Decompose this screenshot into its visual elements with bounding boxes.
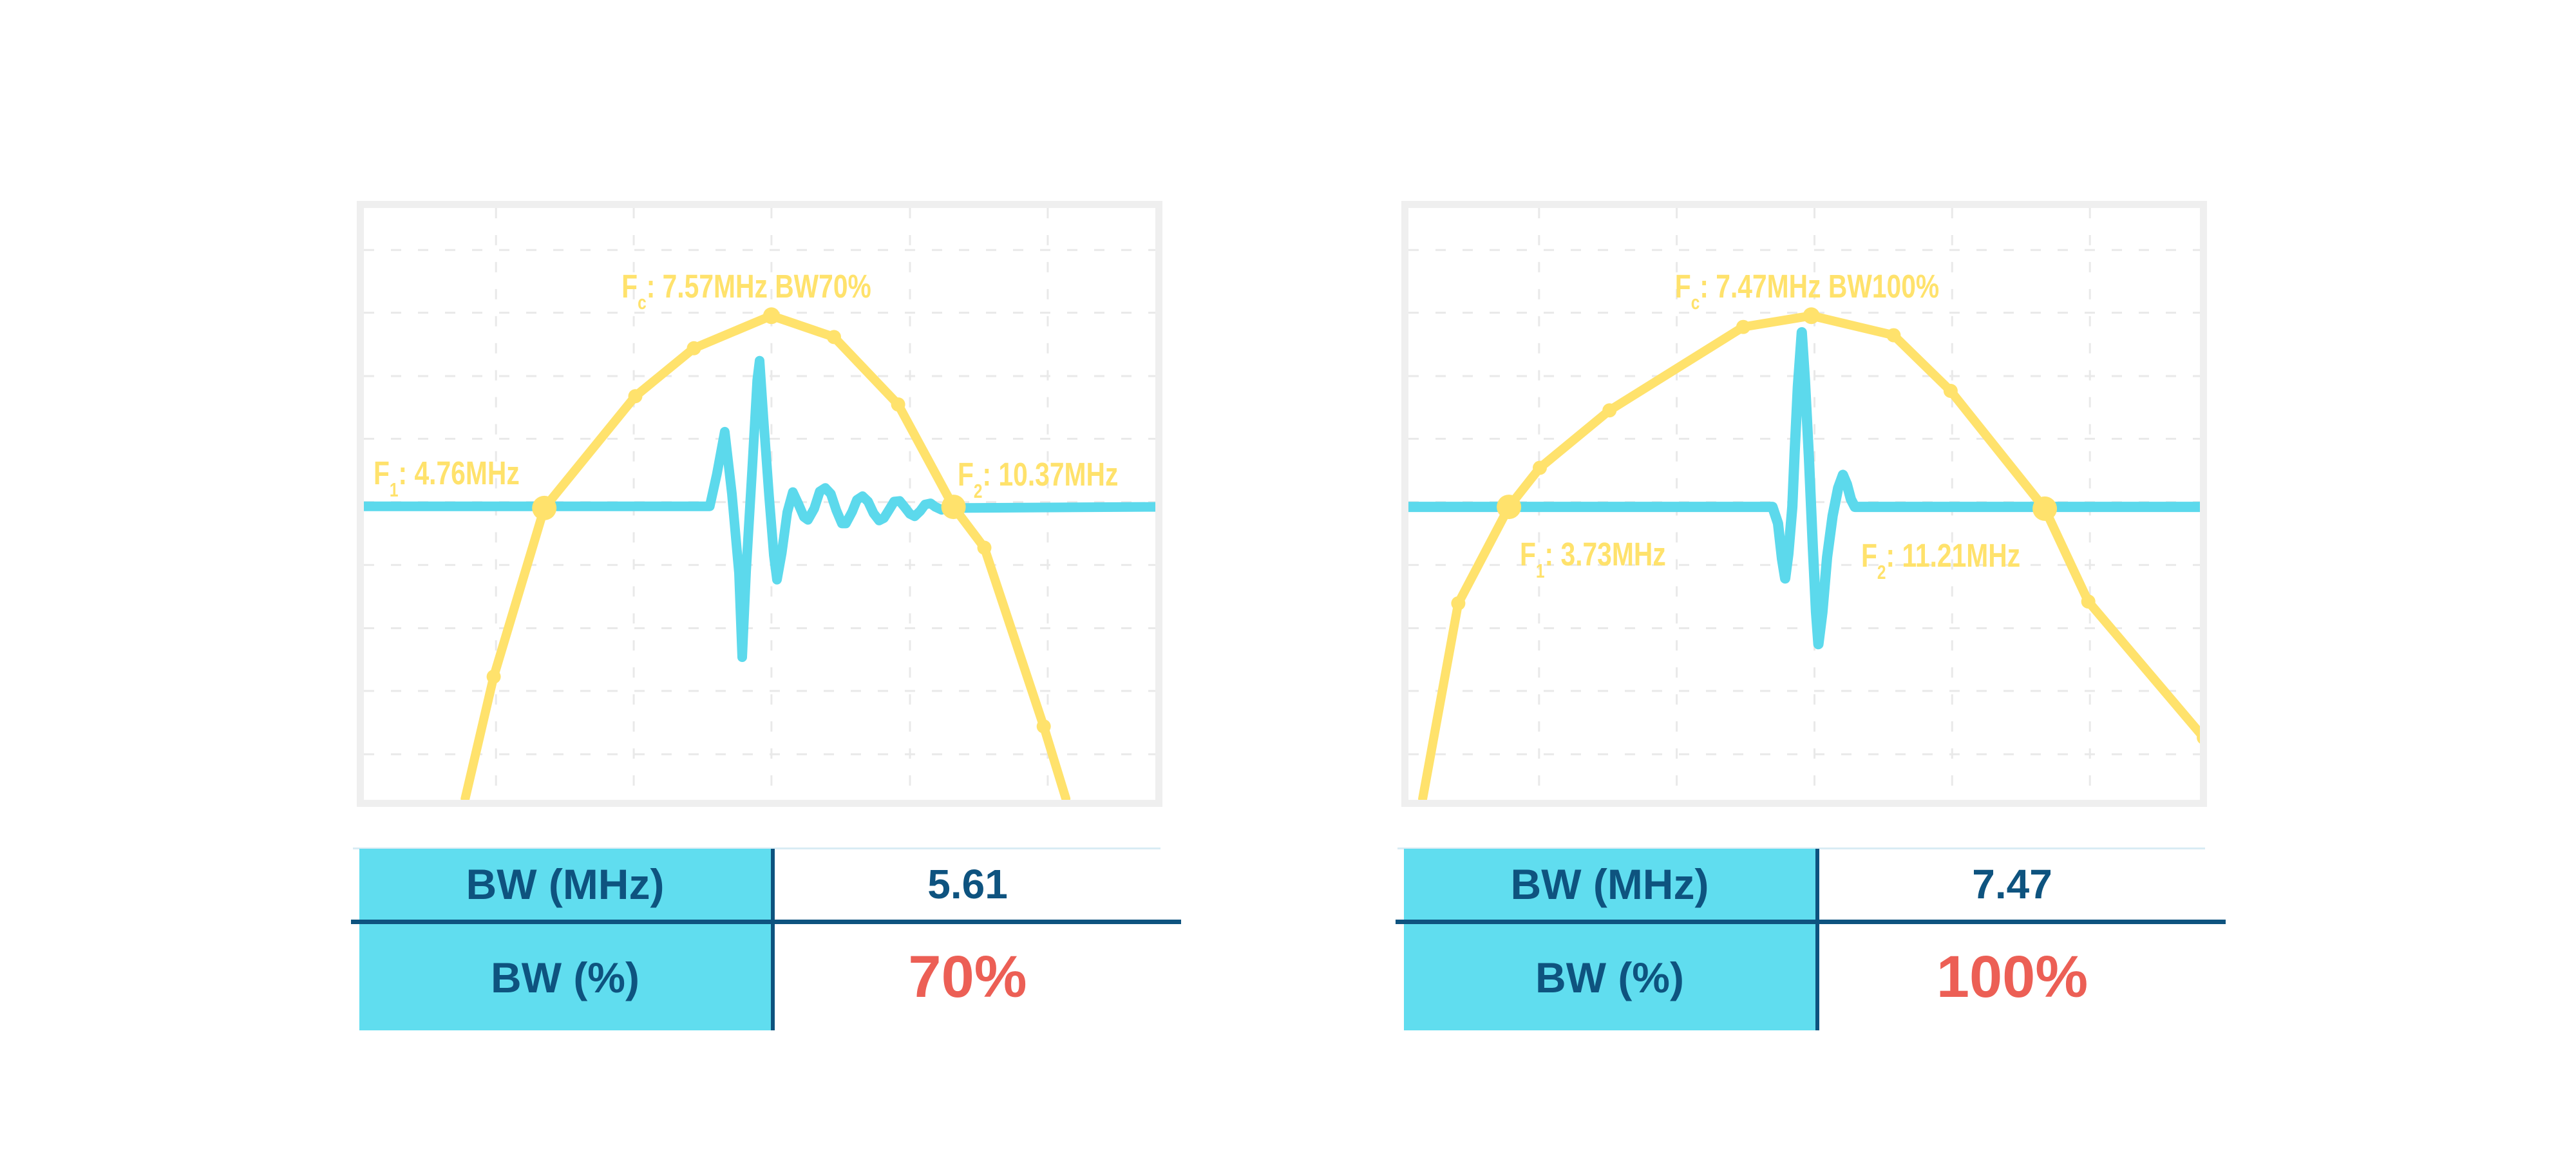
table-value-bw-pct: 100% [1936, 944, 2088, 1010]
table-value-bw-mhz: 7.47 [1972, 861, 2052, 907]
table-row-separator [351, 920, 1181, 924]
annotation-f2-right: F2: 11.21MHz [1861, 537, 2021, 583]
annotation-f1-left: F1: 4.76MHz [373, 455, 520, 501]
table-value-bw-pct: 70% [908, 944, 1027, 1010]
chart-left-plot-area [364, 208, 1155, 800]
chart-right-bw100: Fc: 7.47MHz BW100% F1: 3.73MHz F2: 11.21… [1401, 201, 2207, 807]
chart-right-plot-area [1408, 208, 2200, 800]
table-top-border [1397, 847, 2205, 849]
annotation-fc-right: Fc: 7.47MHz BW100% [1675, 268, 1940, 314]
table-row-separator [1396, 920, 2226, 924]
bandwidth-table-left: BW (MHz) 5.61 BW (%) 70% [351, 847, 1184, 1030]
table-value-bw-mhz: 5.61 [927, 861, 1008, 907]
annotation-fc-left: Fc: 7.57MHz BW70% [621, 268, 871, 314]
table-header-bw-pct: BW (%) [359, 924, 771, 1030]
annotation-f1-right: F1: 3.73MHz [1520, 536, 1667, 582]
table-column-divider [771, 849, 775, 1030]
table-header-bw-mhz: BW (MHz) [359, 849, 771, 920]
table-column-divider [1815, 849, 1819, 1030]
table-header-bw-mhz: BW (MHz) [1404, 849, 1815, 920]
annotation-f2-left: F2: 10.37MHz [957, 456, 1119, 502]
bandwidth-table-right: BW (MHz) 7.47 BW (%) 100% [1396, 847, 2228, 1030]
table-top-border [353, 847, 1160, 849]
chart-left-bw70: Fc: 7.57MHz BW70% F1: 4.76MHz F2: 10.37M… [357, 201, 1162, 807]
table-header-bw-pct: BW (%) [1404, 924, 1815, 1030]
